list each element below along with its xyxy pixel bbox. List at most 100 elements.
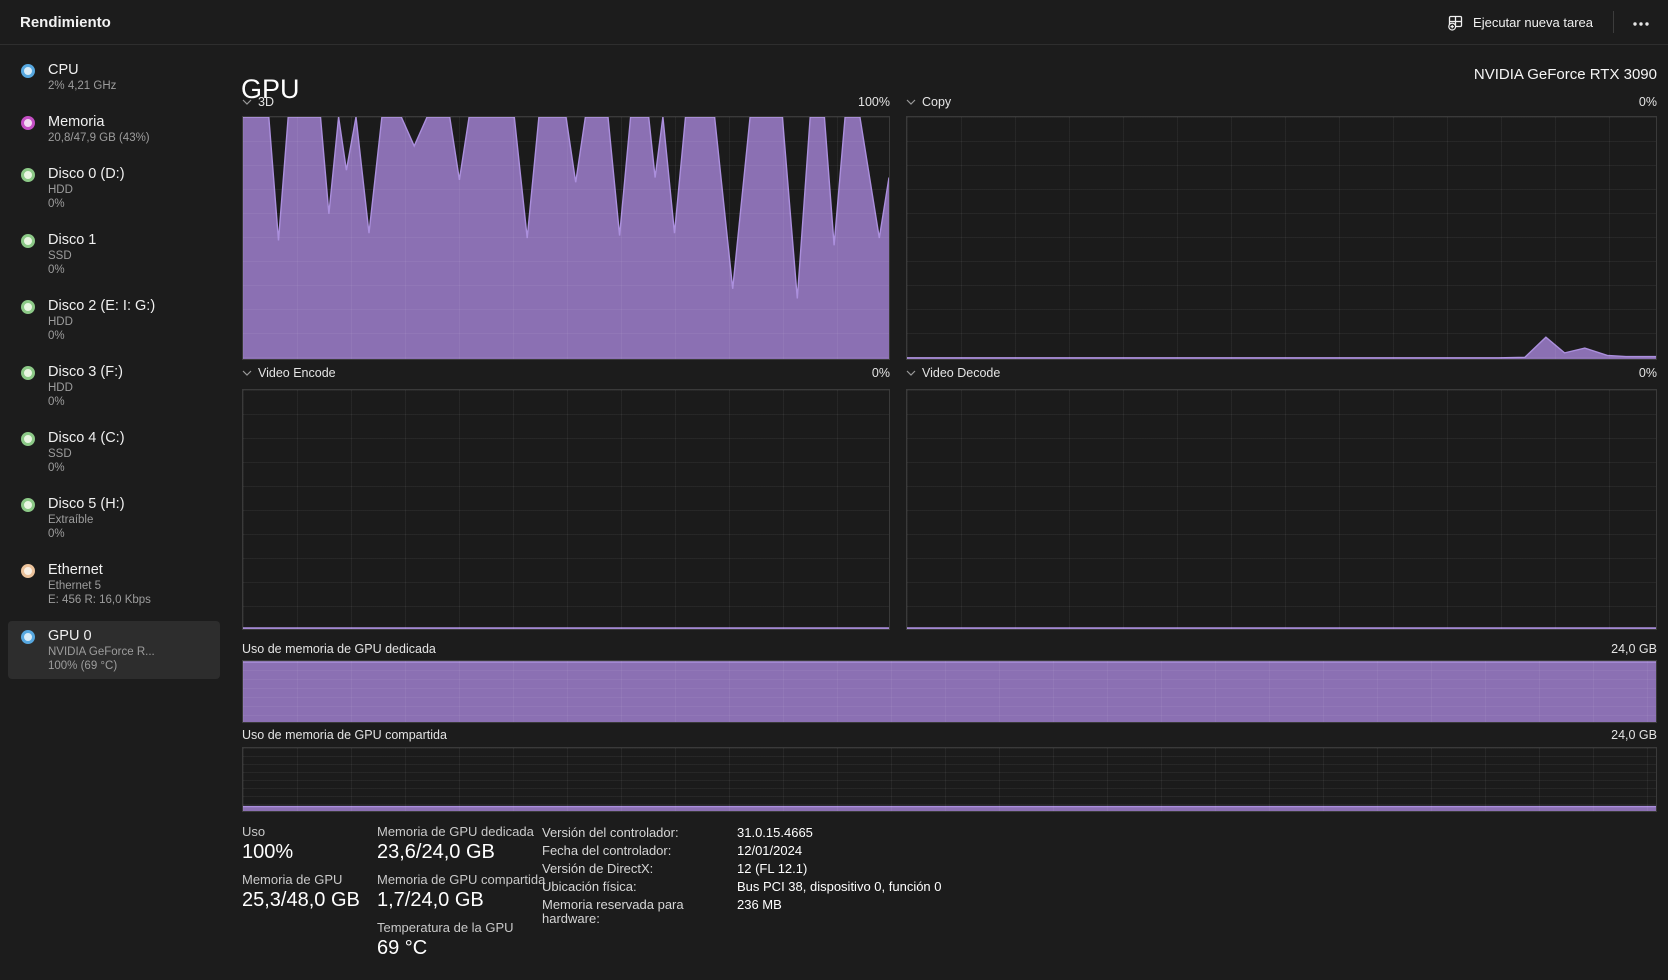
gpu-0-status-icon: [21, 630, 35, 644]
sidebar-item-subtext: NVIDIA GeForce R...: [48, 646, 155, 658]
sidebar-item-subtext: Ethernet 5: [48, 580, 102, 592]
stat-memoria-de-gpu: Memoria de GPU 25,3/48,0 GB: [242, 872, 360, 912]
detail-value: 12/01/2024: [737, 843, 803, 858]
header-actions: Ejecutar nueva tarea: [1437, 0, 1658, 44]
ethernet-status-icon: [21, 564, 35, 578]
sidebar-item-subtext: 100% (69 °C): [48, 660, 118, 672]
detail-value: Bus PCI 38, dispositivo 0, función 0: [737, 879, 942, 894]
gpu-shared-memory-chart: [242, 747, 1657, 812]
sidebar-item-subtext: 20,8/47,9 GB (43%): [48, 132, 150, 144]
sidebar-item-subtext: 0%: [48, 264, 65, 276]
sidebar-item-subtext: Extraíble: [48, 514, 94, 526]
sidebar-item-disco-0[interactable]: Disco 0 (D:) HDD 0%: [8, 159, 220, 217]
sidebar-item-text: Disco 5 (H:) Extraíble 0%: [48, 495, 125, 541]
engine-selector-copy[interactable]: Copy 0%: [906, 95, 1657, 109]
sidebar-item-cpu[interactable]: CPU 2% 4,21 GHz: [8, 55, 220, 99]
disco-1-status-icon: [21, 234, 35, 248]
dedicated-memory-max: 24,0 GB: [1611, 642, 1657, 656]
engine-selector-3d[interactable]: 3D 100%: [242, 95, 890, 109]
sidebar-item-memoria[interactable]: Memoria 20,8/47,9 GB (43%): [8, 107, 220, 151]
stat-memoria-de-gpu-compartida: Memoria de GPU compartida 1,7/24,0 GB: [377, 872, 545, 912]
sidebar-item-text: Disco 2 (E: I: G:) HDD 0%: [48, 297, 155, 343]
gpu-stats-column-2: Memoria de GPU dedicada 23,6/24,0 GB Memor…: [377, 824, 545, 968]
engine-selector-video-encode[interactable]: Video Encode 0%: [242, 366, 890, 380]
sidebar-item-label: Disco 1: [48, 232, 97, 248]
sidebar-item-subtext: SSD: [48, 448, 72, 460]
chart-value-video-encode: 0%: [871, 366, 890, 380]
cpu-status-icon: [21, 64, 35, 78]
sidebar-item-label: CPU: [48, 62, 79, 78]
sidebar-item-label: GPU 0: [48, 628, 92, 644]
page-title: Rendimiento: [20, 13, 111, 31]
sidebar-item-text: Disco 4 (C:) SSD 0%: [48, 429, 125, 475]
stat-label: Temperatura de la GPU: [377, 920, 514, 935]
sidebar-item-label: Disco 5 (H:): [48, 496, 125, 512]
chart-value-3d: 100%: [858, 95, 890, 109]
memoria-status-icon: [21, 116, 35, 130]
sidebar-item-subtext: SSD: [48, 250, 72, 262]
sidebar-item-subtext: 0%: [48, 396, 65, 408]
gpu-driver-details: Versión del controlador: 31.0.15.4665 Fech…: [542, 826, 942, 926]
gpu-dedicated-memory-chart: [242, 660, 1657, 723]
sidebar-item-text: Disco 1 SSD 0%: [48, 231, 96, 277]
sidebar-item-text: Disco 3 (F:) HDD 0%: [48, 363, 123, 409]
engine-selector-video-decode[interactable]: Video Decode 0%: [906, 366, 1657, 380]
sidebar-item-disco-1[interactable]: Disco 1 SSD 0%: [8, 225, 220, 283]
disco-4-status-icon: [21, 432, 35, 446]
sidebar-item-ethernet[interactable]: Ethernet Ethernet 5 E: 456 R: 16,0 Kbps: [8, 555, 220, 613]
disco-3-status-icon: [21, 366, 35, 380]
chart-value-copy: 0%: [1638, 95, 1657, 109]
sidebar-item-text: Ethernet Ethernet 5 E: 456 R: 16,0 Kbps: [48, 561, 151, 607]
chevron-down-icon: [906, 99, 916, 105]
shared-memory-label: Uso de memoria de GPU compartida: [242, 728, 447, 742]
gpu-copy-usage-chart: [906, 116, 1657, 360]
sidebar-item-subtext: 2% 4,21 GHz: [48, 80, 117, 92]
dedicated-memory-label: Uso de memoria de GPU dedicada: [242, 642, 436, 656]
gpu-panel-title: GPU: [241, 74, 300, 105]
stat-label: Memoria de GPU: [242, 872, 343, 887]
stat-uso: Uso 100%: [242, 824, 360, 864]
sidebar-item-subtext: 0%: [48, 198, 65, 210]
sidebar-item-disco-5[interactable]: Disco 5 (H:) Extraíble 0%: [8, 489, 220, 547]
more-options-button[interactable]: [1624, 11, 1658, 34]
sidebar-item-label: Memoria: [48, 114, 105, 130]
chart-header-row-1: 3D 100% Copy 0%: [242, 95, 1657, 109]
stat-value: 25,3/48,0 GB: [242, 889, 360, 911]
sidebar-item-subtext: HDD: [48, 316, 73, 328]
chevron-down-icon: [242, 99, 252, 105]
detail-label: Versión de DirectX:: [542, 861, 654, 876]
detail-value: 236 MB: [737, 897, 782, 912]
sidebar-item-subtext: 0%: [48, 462, 65, 474]
sidebar-item-subtext: 0%: [48, 330, 65, 342]
chart-label-video-encode: Video Encode: [258, 366, 336, 380]
disco-5-status-icon: [21, 498, 35, 512]
stat-temperatura-de-la-gpu: Temperatura de la GPU 69 °C: [377, 920, 545, 960]
sidebar-item-disco-3[interactable]: Disco 3 (F:) HDD 0%: [8, 357, 220, 415]
stat-value: 69 °C: [377, 937, 428, 959]
stat-memoria-de-gpu-dedicada: Memoria de GPU dedicada 23,6/24,0 GB: [377, 824, 545, 864]
new-task-icon: [1447, 14, 1464, 31]
stat-value: 100%: [242, 841, 294, 863]
detail-value: 31.0.15.4665: [737, 825, 813, 840]
sidebar-item-text: Disco 0 (D:) HDD 0%: [48, 165, 125, 211]
gpu-video-encode-chart: [242, 389, 890, 630]
gpu-device-name: NVIDIA GeForce RTX 3090: [1473, 66, 1657, 83]
dedicated-memory-header: Uso de memoria de GPU dedicada 24,0 GB: [242, 642, 1657, 656]
detail-label: Ubicación física:: [542, 879, 637, 894]
sidebar-item-subtext: HDD: [48, 382, 73, 394]
chart-label-video-decode: Video Decode: [922, 366, 1001, 380]
sidebar-item-gpu-0[interactable]: GPU 0 NVIDIA GeForce R... 100% (69 °C): [8, 621, 220, 679]
shared-memory-max: 24,0 GB: [1611, 728, 1657, 742]
sidebar-item-label: Ethernet: [48, 562, 103, 578]
sidebar-item-text: Memoria 20,8/47,9 GB (43%): [48, 113, 150, 145]
run-new-task-label: Ejecutar nueva tarea: [1473, 14, 1593, 30]
sidebar-item-subtext: 0%: [48, 528, 65, 540]
sidebar-item-subtext: E: 456 R: 16,0 Kbps: [48, 594, 151, 606]
sidebar-item-disco-2[interactable]: Disco 2 (E: I: G:) HDD 0%: [8, 291, 220, 349]
stat-label: Memoria de GPU compartida: [377, 872, 546, 887]
stat-label: Uso: [242, 824, 266, 839]
sidebar-item-label: Disco 3 (F:): [48, 364, 123, 380]
run-new-task-button[interactable]: Ejecutar nueva tarea: [1437, 7, 1603, 38]
sidebar-item-disco-4[interactable]: Disco 4 (C:) SSD 0%: [8, 423, 220, 481]
page-header: Rendimiento Ejecutar nueva tarea: [0, 0, 1668, 45]
